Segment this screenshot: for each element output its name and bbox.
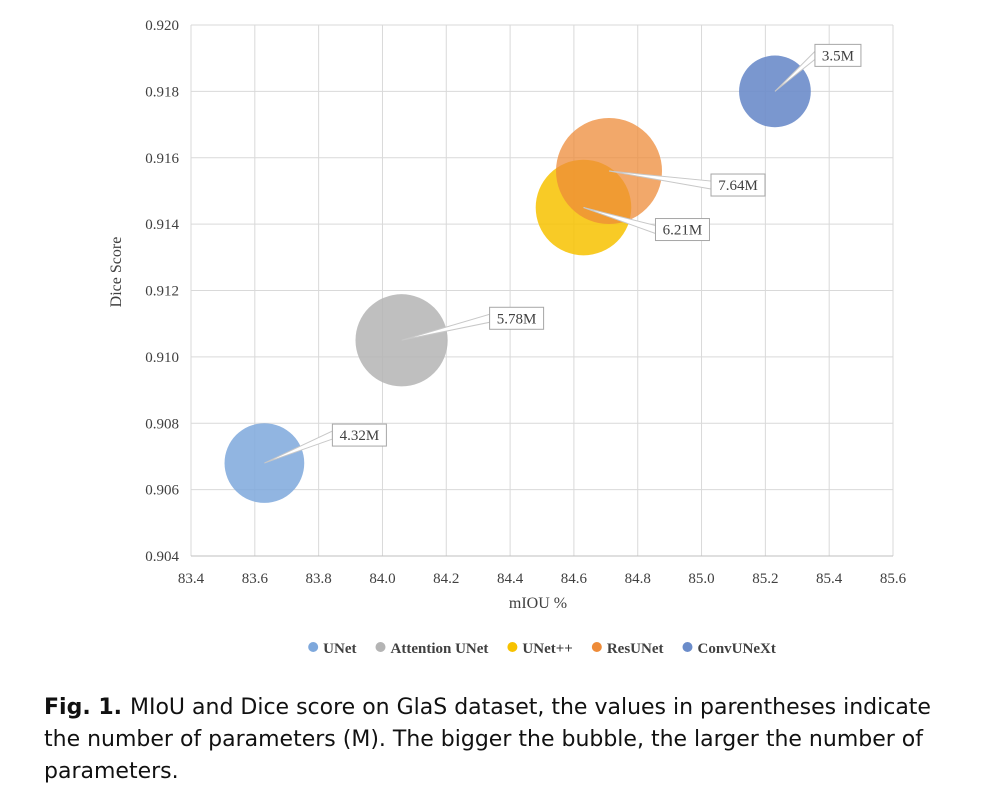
y-axis-title: Dice Score xyxy=(108,237,125,308)
bubble-callout: 7.64M xyxy=(608,170,766,197)
x-tick-label: 85.4 xyxy=(816,571,843,587)
y-tick-label: 0.906 xyxy=(145,483,179,499)
x-tick-label: 84.2 xyxy=(433,571,459,587)
bubble-size-label: 6.21M xyxy=(663,223,703,239)
legend-label: ConvUNeXt xyxy=(697,641,775,657)
bubble-callout: 3.5M xyxy=(774,43,862,92)
legend-marker xyxy=(682,642,693,652)
legend-item: Attention UNet xyxy=(375,641,489,657)
y-tick-label: 0.916 xyxy=(145,151,179,167)
bubble-size-label: 7.64M xyxy=(718,178,758,194)
legend-label: UNet++ xyxy=(522,641,572,657)
y-tick-label: 0.912 xyxy=(145,284,179,300)
x-tick-label: 83.4 xyxy=(178,571,205,587)
legend-label: Attention UNet xyxy=(391,641,489,657)
callout-box xyxy=(710,173,766,197)
y-tick-label: 0.920 xyxy=(145,18,179,34)
x-tick-label: 85.2 xyxy=(752,571,778,587)
x-tick-label: 84.6 xyxy=(561,571,588,587)
y-tick-label: 0.918 xyxy=(145,84,179,100)
y-tick-label: 0.914 xyxy=(145,217,179,233)
x-tick-label: 85.0 xyxy=(688,571,714,587)
legend-item: UNet xyxy=(308,641,357,657)
x-tick-label: 83.8 xyxy=(306,571,332,587)
legend-item: ConvUNeXt xyxy=(682,641,776,657)
legend-item: ResUNet xyxy=(591,641,664,657)
callout-box xyxy=(814,43,862,67)
y-tick-label: 0.910 xyxy=(145,350,179,366)
bubble-callout: 6.21M xyxy=(583,207,710,242)
legend-item: UNet++ xyxy=(507,641,573,657)
x-axis-title: mIOU % xyxy=(509,595,567,612)
legend-marker xyxy=(507,642,518,652)
legend-label: ResUNet xyxy=(607,641,664,657)
callout-box xyxy=(654,218,710,242)
caption-text: MIoU and Dice score on GlaS dataset, the… xyxy=(44,695,931,784)
legend-label: UNet xyxy=(323,641,356,657)
x-tick-label: 84.4 xyxy=(497,571,524,587)
x-tick-label: 84.8 xyxy=(625,571,651,587)
x-tick-label: 85.6 xyxy=(880,571,907,587)
callout-box xyxy=(489,306,545,330)
bubbles-layer xyxy=(224,55,811,503)
y-tick-label: 0.908 xyxy=(145,416,179,432)
legend-marker xyxy=(375,642,386,652)
legend-marker xyxy=(591,642,602,652)
bubble-callout: 4.32M xyxy=(264,423,387,464)
bubble-callout: 5.78M xyxy=(401,306,545,341)
figure-caption: Fig. 1. MIoU and Dice score on GlaS datas… xyxy=(44,692,974,788)
bubble-size-label: 4.32M xyxy=(340,428,380,444)
callouts-layer: 4.32M 5.78M 6.21M 7.64M 3.5M xyxy=(264,43,862,464)
callout-box xyxy=(331,423,387,447)
legend-marker xyxy=(308,642,319,652)
bubble-chart: 4.32M 5.78M 6.21M 7.64M 3.5M 83.4 83.6 83.8 84.… xyxy=(108,18,907,657)
bubble-size-label: 3.5M xyxy=(822,48,854,64)
x-tick-label: 83.6 xyxy=(242,571,269,587)
legend: UNet Attention UNet UNet++ ResUNet ConvUNeXt xyxy=(308,641,776,657)
bubble-size-label: 5.78M xyxy=(497,311,537,327)
caption-label: Fig. 1. xyxy=(44,695,122,720)
x-tick-label: 84.0 xyxy=(369,571,395,587)
y-tick-label: 0.904 xyxy=(145,549,179,565)
ticks-layer: 83.4 83.6 83.8 84.0 84.2 84.4 84.6 84.8 85.0 85.2… xyxy=(145,18,906,587)
